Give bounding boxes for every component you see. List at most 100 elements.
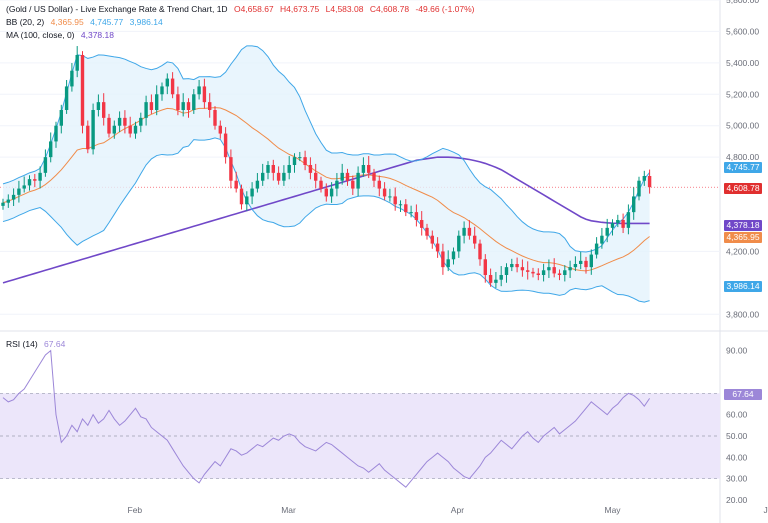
candle-body xyxy=(610,223,615,228)
legend-bb-lower: 3,986.14 xyxy=(129,17,163,27)
candle-body xyxy=(22,185,26,189)
legend-bb-basis: 4,365.95 xyxy=(50,17,84,27)
candle-body xyxy=(117,117,122,126)
candle-body xyxy=(70,70,74,87)
price-tick-label: 5,000.00 xyxy=(726,121,759,131)
candle-body xyxy=(176,94,180,110)
legend-rsi: RSI (14) 67.64 xyxy=(6,339,69,350)
legend-change: -49.66 (-1.07%) xyxy=(415,4,475,14)
rsi-price-tag: 67.64 xyxy=(724,389,762,400)
candle-body xyxy=(282,172,286,181)
price-tick-label: 5,400.00 xyxy=(726,58,759,68)
date-tick-label: Jun xyxy=(764,505,768,515)
candle-body xyxy=(515,264,519,268)
date-axis: FebMarAprMayJunJulAugSep xyxy=(128,505,768,515)
rsi-tick-label: 30.00 xyxy=(726,474,748,484)
candle-body xyxy=(340,172,344,181)
candle-body xyxy=(541,270,546,275)
date-tick-label: May xyxy=(605,505,622,515)
candle-body xyxy=(181,102,185,110)
candle-body xyxy=(531,271,535,274)
candle-body xyxy=(536,273,540,275)
candle-body xyxy=(38,172,42,181)
candle-body xyxy=(568,267,572,271)
candle-body xyxy=(483,259,487,275)
candle-body xyxy=(329,188,334,197)
candle-body xyxy=(324,188,328,197)
candle-body xyxy=(579,260,583,264)
candle-body xyxy=(112,125,116,134)
candle-body xyxy=(144,102,148,118)
candle-body xyxy=(398,204,403,206)
candle-body xyxy=(563,270,567,275)
candle-body xyxy=(229,157,233,181)
candle-body xyxy=(255,180,260,189)
legend-close: C4,608.78 xyxy=(369,4,410,14)
candle-body xyxy=(372,172,376,181)
candle-body xyxy=(393,196,397,205)
candle-body xyxy=(218,125,222,134)
candle-body xyxy=(467,227,472,236)
candle-body xyxy=(510,264,514,268)
price-tick-label: 4,800.00 xyxy=(726,152,759,162)
legend-title: (Gold / US Dollar) - Live Exchange Rate … xyxy=(6,4,228,14)
bb-upper-line xyxy=(2,45,650,253)
candle-body xyxy=(155,94,159,110)
candle-body xyxy=(319,180,323,189)
candle-body xyxy=(80,55,85,126)
legend-open: O4,658.67 xyxy=(233,4,274,14)
candle-body xyxy=(351,180,355,189)
candle-body xyxy=(234,180,238,189)
candle-body xyxy=(33,179,37,181)
candle-body xyxy=(584,260,588,268)
legend-low: L4,583.08 xyxy=(325,4,364,14)
bollinger-band-lines xyxy=(2,45,650,303)
bb-fill-area xyxy=(3,45,650,303)
candle-body xyxy=(192,94,196,110)
candle-body xyxy=(637,180,641,197)
candle-body xyxy=(457,235,461,252)
candle-body xyxy=(409,212,413,214)
candle-body xyxy=(589,254,593,268)
rsi-tick-label: 90.00 xyxy=(726,346,748,356)
candle-body xyxy=(441,251,445,268)
candle-body xyxy=(367,165,371,173)
candle-body xyxy=(276,172,281,181)
candle-body xyxy=(64,86,69,110)
bb-lower-price-tag: 3,986.14 xyxy=(724,281,762,292)
candlestick-series xyxy=(1,46,652,289)
candle-body xyxy=(335,180,339,189)
candle-body xyxy=(600,235,604,244)
candle-body xyxy=(54,125,58,142)
rsi-tick-label: 60.00 xyxy=(726,410,748,420)
candle-body xyxy=(133,125,138,134)
candle-body xyxy=(96,102,101,110)
bb-upper-price-tag: 4,745.77 xyxy=(724,162,762,173)
candle-body xyxy=(605,227,609,236)
legend-ma-label: MA (100, close, 0) xyxy=(6,30,75,40)
bb-basis-line xyxy=(2,107,650,272)
candle-body xyxy=(420,220,424,228)
candle-body xyxy=(202,86,207,103)
candle-body xyxy=(314,172,318,181)
legend-ma: MA (100, close, 0) 4,378.18 xyxy=(6,30,118,41)
bb-lower-line xyxy=(2,137,650,303)
legend-bb-label: BB (20, 2) xyxy=(6,17,45,27)
candle-body xyxy=(250,188,254,197)
candle-body xyxy=(208,102,212,110)
candle-body xyxy=(382,188,387,197)
candle-body xyxy=(573,264,578,268)
candle-body xyxy=(223,133,228,158)
candle-body xyxy=(345,172,350,181)
candle-body xyxy=(499,275,503,280)
candle-body xyxy=(11,194,16,200)
price-tick-label: 5,800.00 xyxy=(726,0,759,5)
candle-body xyxy=(647,176,652,188)
candle-body xyxy=(377,180,381,189)
candle-body xyxy=(594,243,599,255)
candle-body xyxy=(404,204,408,213)
date-tick-label: Mar xyxy=(281,505,296,515)
candle-body xyxy=(552,267,556,274)
